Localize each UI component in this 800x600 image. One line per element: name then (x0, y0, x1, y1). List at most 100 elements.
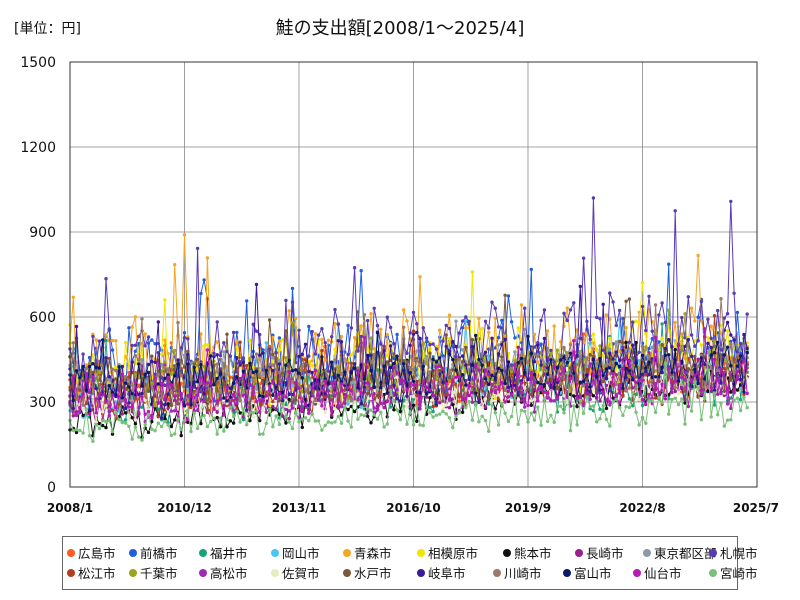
data-point (493, 385, 497, 389)
data-point (506, 385, 511, 390)
data-point (91, 375, 95, 379)
data-point (205, 424, 210, 429)
data-point (460, 354, 465, 358)
legend-marker (343, 548, 351, 557)
data-point (735, 370, 740, 374)
data-point (87, 408, 92, 412)
data-point (195, 246, 200, 251)
x-axis-ticks: 2008/1 2010/12 2013/11 2016/10 2019/9 2022/8 2… (47, 501, 779, 515)
data-point (604, 363, 609, 367)
data-point (323, 341, 327, 345)
data-point (71, 374, 76, 378)
data-point (604, 417, 609, 422)
data-point (434, 360, 439, 364)
data-point (349, 399, 353, 403)
data-point (552, 420, 556, 424)
data-point (189, 385, 193, 389)
data-point (71, 414, 76, 418)
data-point (120, 364, 125, 369)
data-point (601, 348, 605, 352)
data-point (588, 337, 592, 342)
data-point (588, 352, 592, 357)
legend-label: 千葉市 (140, 566, 178, 581)
data-point (375, 323, 380, 328)
data-point (490, 336, 494, 340)
data-point (588, 385, 592, 389)
data-point (444, 382, 448, 386)
data-point (388, 365, 393, 370)
data-point (261, 363, 265, 367)
data-point (320, 370, 324, 374)
data-point (150, 354, 154, 358)
data-point (532, 380, 537, 384)
data-point (470, 270, 475, 274)
data-point (725, 363, 730, 367)
data-point (333, 380, 337, 384)
data-point (627, 386, 632, 390)
data-point (195, 372, 200, 376)
data-point (339, 382, 344, 386)
data-point (699, 319, 704, 323)
data-point (84, 388, 89, 392)
data-point (483, 405, 488, 409)
data-point (431, 415, 435, 419)
data-point (673, 320, 677, 325)
legend-label: 青森市 (354, 546, 392, 561)
data-point (333, 420, 337, 424)
data-point (287, 370, 291, 374)
data-point (402, 362, 406, 366)
data-point (398, 417, 403, 422)
data-point (143, 422, 147, 427)
data-point (173, 263, 177, 267)
data-point (699, 356, 704, 360)
data-point (529, 267, 533, 272)
data-point (336, 365, 340, 370)
legend-label: 川崎市 (504, 566, 542, 581)
data-point (313, 386, 318, 390)
data-point (94, 411, 98, 415)
data-point (287, 405, 291, 410)
data-point (143, 344, 147, 348)
data-point (653, 410, 658, 415)
legend-marker (129, 568, 137, 577)
legend-label: 前橋市 (140, 546, 178, 561)
data-point (634, 375, 638, 379)
data-point (300, 364, 304, 369)
data-point (241, 393, 246, 397)
data-point (91, 334, 95, 339)
data-point (104, 338, 108, 343)
x-tick-label: 2025/7 (733, 501, 779, 515)
legend-item: 札幌市 (709, 543, 758, 562)
data-point (693, 363, 697, 368)
data-point (523, 405, 527, 409)
data-point (78, 406, 82, 410)
legend-label: 宮崎市 (720, 566, 758, 581)
data-point (604, 367, 609, 371)
data-point (225, 332, 229, 336)
data-point (451, 374, 455, 379)
data-point (127, 378, 131, 382)
data-point (277, 336, 282, 340)
data-point (280, 394, 285, 398)
data-point (323, 423, 327, 428)
data-point (660, 401, 664, 405)
data-point (333, 358, 337, 362)
data-point (493, 369, 497, 373)
data-point (372, 352, 376, 357)
data-point (627, 397, 632, 401)
data-point (438, 356, 442, 360)
data-point (150, 419, 154, 424)
data-point (231, 381, 236, 385)
data-point (271, 363, 275, 367)
data-point (169, 403, 174, 408)
data-point (680, 348, 684, 353)
data-point (385, 353, 389, 358)
data-point (565, 306, 569, 310)
data-point (366, 414, 370, 418)
data-point (405, 351, 409, 355)
data-point (418, 275, 422, 279)
data-point (74, 413, 79, 418)
data-point (310, 329, 314, 334)
data-point (709, 415, 713, 419)
data-point (519, 408, 524, 412)
